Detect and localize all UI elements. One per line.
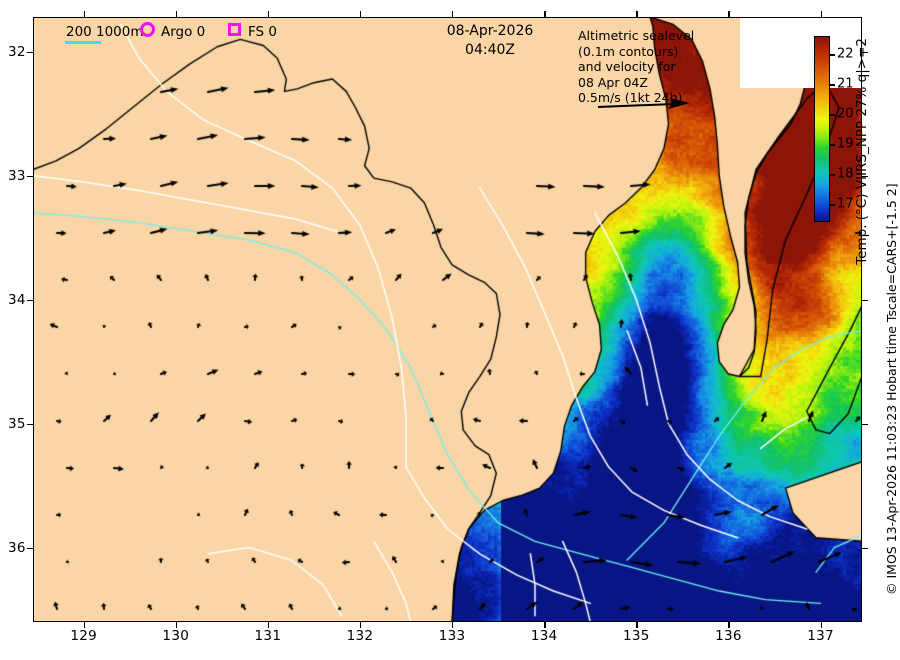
y-tick-label: 35 — [8, 415, 26, 432]
x-tick — [728, 622, 730, 628]
x-tick — [175, 622, 178, 628]
y-tick — [27, 423, 33, 426]
colorbar-tick-label: 19 — [837, 136, 854, 152]
y-tick — [27, 547, 33, 549]
altimetry-note-text: Altimetric sealevel (0.1m contours) and … — [578, 28, 695, 105]
y-tick-label: 36 — [8, 539, 26, 556]
colorbar-tick — [830, 204, 835, 206]
x-tick-label: 132 — [346, 628, 374, 644]
x-tick — [267, 11, 270, 17]
colorbar-tick — [830, 84, 835, 86]
y-tick — [27, 51, 33, 54]
fs-count-label: FS 0 — [248, 24, 277, 40]
x-tick — [452, 622, 454, 628]
colorbar-title: Temp. (°C) VIIRS_NPP 27% q|>=2 — [854, 38, 870, 265]
copyright-credit-label: © IMOS 13-Apr-2026 11:03:23 Hobart time … — [884, 183, 899, 595]
x-tick-label: 135 — [622, 628, 650, 644]
y-tick — [862, 299, 868, 302]
x-tick-label: 129 — [70, 628, 97, 644]
y-tick — [862, 175, 868, 178]
title-date: 08-Apr-2026 — [446, 23, 534, 39]
map-title: 08-Apr-2026 04:40Z — [400, 22, 580, 60]
x-tick — [636, 11, 638, 17]
y-tick — [862, 51, 868, 54]
argo-circle-icon — [140, 22, 155, 37]
y-tick — [27, 299, 33, 302]
x-tick — [820, 11, 822, 17]
colorbar-tick-label: 21 — [837, 76, 854, 92]
y-tick-label: 34 — [8, 291, 26, 308]
scalebar-line — [65, 41, 101, 44]
y-tick-label: 33 — [8, 167, 26, 184]
x-tick — [175, 11, 178, 17]
velocity-scale-arrow-icon — [598, 98, 690, 109]
x-tick-label: 136 — [715, 628, 742, 644]
y-tick — [862, 547, 868, 549]
y-tick — [862, 423, 868, 426]
x-tick — [359, 622, 362, 628]
map-overlay-canvas — [33, 17, 862, 622]
colorbar-tick — [830, 144, 835, 146]
x-tick — [83, 11, 86, 17]
x-tick — [83, 622, 86, 628]
x-tick — [820, 622, 822, 628]
fs-square-icon — [228, 23, 241, 36]
colorbar-tick-label: 22 — [837, 46, 854, 62]
x-tick — [544, 622, 546, 628]
x-tick — [636, 622, 638, 628]
colorbar-gradient — [814, 36, 830, 222]
y-tick — [27, 175, 33, 178]
colorbar-tick — [830, 54, 835, 56]
x-tick — [452, 11, 454, 17]
x-tick — [267, 622, 270, 628]
map-plot-area[interactable] — [33, 17, 862, 622]
scalebar-200-label: 200 — [66, 24, 92, 40]
colorbar-tick — [830, 114, 835, 116]
x-tick-label: 130 — [162, 628, 190, 644]
x-tick — [728, 11, 730, 17]
x-tick-label: 134 — [530, 628, 558, 644]
argo-count-label: Argo 0 — [161, 24, 206, 40]
x-tick-label: 137 — [807, 628, 834, 644]
colorbar-tick-label: 18 — [837, 166, 854, 182]
colorbar-tick — [830, 174, 835, 176]
x-tick — [359, 11, 362, 17]
colorbar-tick-label: 20 — [837, 106, 854, 122]
x-tick-label: 133 — [438, 628, 466, 644]
y-tick-label: 32 — [8, 43, 26, 60]
x-tick-label: 131 — [254, 628, 282, 644]
scalebar-1000m-label: 1000m — [96, 24, 144, 40]
colorbar-tick-label: 17 — [837, 196, 854, 212]
title-time: 04:40Z — [465, 42, 515, 58]
x-tick — [544, 11, 546, 17]
colorbar-backdrop-panel — [740, 17, 862, 88]
